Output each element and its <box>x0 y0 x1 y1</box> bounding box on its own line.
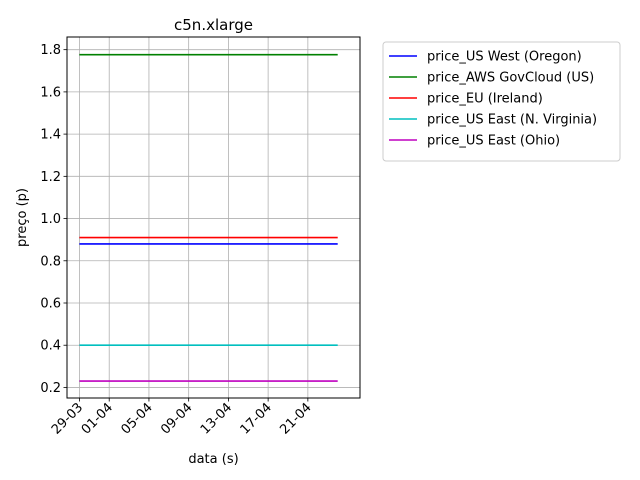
series-lines <box>79 53 338 382</box>
grid <box>67 37 360 398</box>
legend-label: price_AWS GovCloud (US) <box>427 71 594 86</box>
legend-label: price_US East (Ohio) <box>427 134 560 149</box>
legend-box <box>382 41 621 162</box>
y-tick-label: 1.6 <box>40 85 61 100</box>
y-axis: 0.2 0.4 0.6 0.8 1.0 1.2 1.4 1.6 1.8 <box>40 43 67 396</box>
x-tick-label: 29-03 <box>49 400 86 437</box>
legend: price_US West (Oregon) price_AWS GovCloud… <box>382 41 621 162</box>
plot-frame <box>66 36 361 399</box>
x-tick-label: 17-04 <box>238 400 275 437</box>
y-tick-label: 0.6 <box>40 297 61 312</box>
y-tick-label: 1.2 <box>40 170 61 185</box>
chart-title: c5n.xlarge <box>174 16 253 34</box>
legend-label: price_US West (Oregon) <box>427 50 582 65</box>
y-tick-label: 1.0 <box>40 212 61 227</box>
y-tick-label: 1.8 <box>40 43 61 58</box>
x-tick-label: 13-04 <box>198 400 235 437</box>
legend-label: price_EU (Ireland) <box>427 92 543 107</box>
legend-label: price_US East (N. Virginia) <box>427 113 597 128</box>
x-tick-label: 01-04 <box>79 400 116 437</box>
y-tick-label: 0.8 <box>40 254 61 269</box>
x-tick-label: 05-04 <box>118 400 155 437</box>
x-tick-label: 21-04 <box>277 400 314 437</box>
y-tick-label: 1.4 <box>40 128 61 143</box>
y-axis-label: preço (p) <box>15 188 30 247</box>
x-tick-label: 09-04 <box>158 400 195 437</box>
y-tick-label: 0.2 <box>40 381 61 396</box>
y-tick-label: 0.4 <box>40 339 61 354</box>
x-axis-label: data (s) <box>188 452 238 467</box>
